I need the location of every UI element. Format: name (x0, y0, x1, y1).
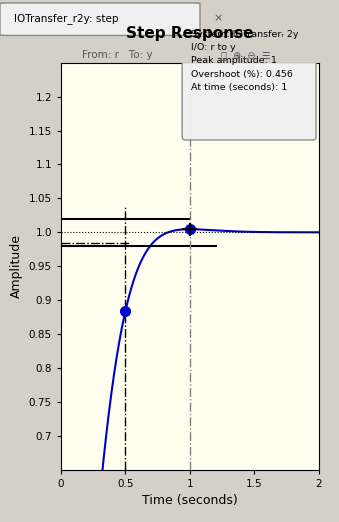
Text: From: r   To: y: From: r To: y (82, 50, 152, 60)
Y-axis label: Amplitude: Amplitude (10, 234, 23, 298)
Text: IOTransfer_r2y: step: IOTransfer_r2y: step (14, 13, 118, 23)
FancyBboxPatch shape (0, 3, 200, 35)
Text: ×: × (214, 13, 223, 23)
Title: Step Response: Step Response (126, 26, 254, 41)
X-axis label: Time (seconds): Time (seconds) (142, 494, 238, 507)
FancyBboxPatch shape (182, 18, 316, 140)
Text: ✋  ⊕  ⊖  ☰: ✋ ⊕ ⊖ ☰ (221, 50, 271, 60)
Text: System: IOTransferᵣ 2y
I/O: r to y
Peak amplitude: 1
Overshoot (%): 0.456
At tim: System: IOTransferᵣ 2y I/O: r to y Peak … (191, 30, 299, 92)
